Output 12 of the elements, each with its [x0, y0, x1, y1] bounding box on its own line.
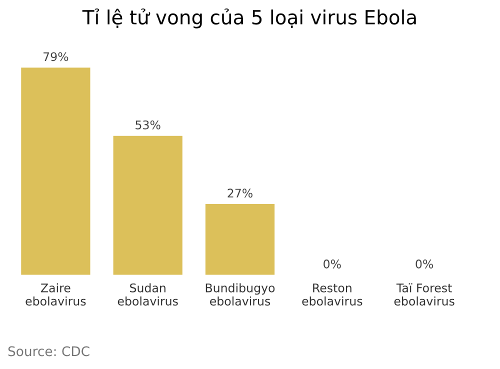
- data-label: 0%: [324, 260, 341, 268]
- source-note: Source: CDC: [8, 346, 90, 356]
- data-label: 27%: [228, 188, 252, 198]
- data-label: 79%: [44, 52, 68, 62]
- chart-title: Tỉ lệ tử vong của 5 loại virus Ebola: [82, 8, 416, 28]
- x-tick-label: Bundibugyo ebolavirus: [206, 283, 275, 306]
- data-label: 0%: [416, 260, 434, 268]
- x-tick-label: Zaire ebolavirus: [26, 283, 86, 306]
- x-tick-label: Taï Forest ebolavirus: [394, 283, 454, 306]
- x-tick-label: Sudan ebolavirus: [118, 283, 178, 306]
- x-tick-label: Reston ebolavirus: [302, 284, 362, 306]
- data-label: 53%: [136, 120, 160, 130]
